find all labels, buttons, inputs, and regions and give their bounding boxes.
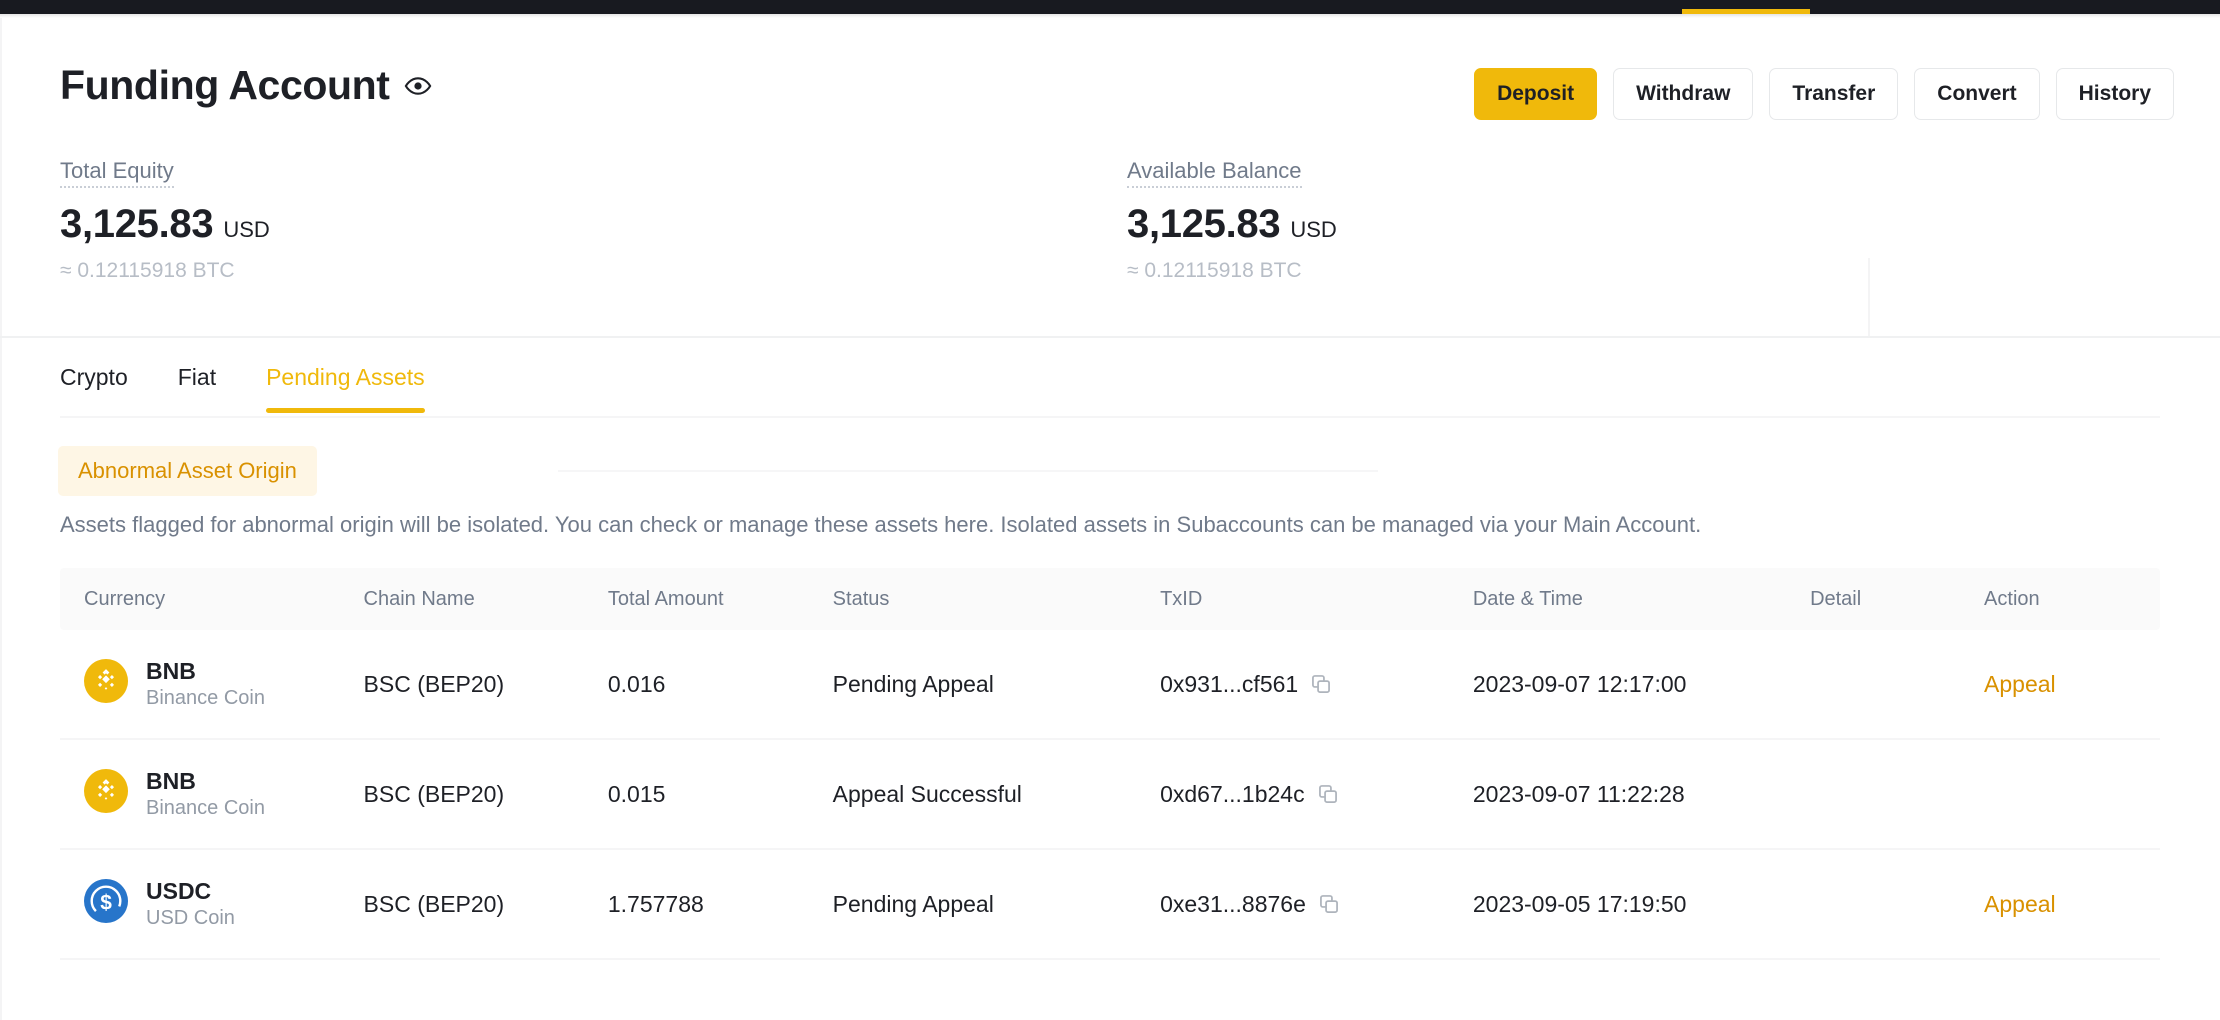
column-header-status: Status — [832, 587, 890, 610]
column-header-total-amount: Total Amount — [607, 587, 724, 610]
coin-name: Binance Coin — [146, 797, 265, 820]
coin-symbol: BNB — [146, 657, 196, 684]
cell-status: Appeal Successful — [832, 780, 1022, 807]
account-action-buttons: Deposit Withdraw Transfer Convert Histor… — [1474, 68, 2174, 120]
navbar-shadow — [0, 14, 2220, 18]
available-balance-amount: 3,125.83 — [1127, 202, 1281, 246]
header-bottom-divider — [0, 336, 2220, 338]
page-title: Funding Account — [60, 62, 390, 108]
account-header: Funding Account Deposit Withdraw Transfe… — [0, 18, 2220, 338]
txid-value: 0x931...cf561 — [1160, 670, 1299, 697]
coin-name: Binance Coin — [146, 687, 265, 710]
column-header-detail: Detail — [1810, 587, 1862, 610]
cell-status: Pending Appeal — [832, 890, 994, 917]
tab-crypto[interactable]: Crypto — [60, 364, 128, 390]
table-row: $ USDC USD Coin BSC (BEP20) 1.757788 Pen… — [60, 850, 2160, 960]
table-row: BNB Binance Coin BSC (BEP20) 0.015 Appea… — [60, 740, 2160, 850]
cell-action: Appeal — [1984, 891, 2160, 918]
tab-fiat[interactable]: Fiat — [177, 364, 217, 390]
coin-labels: USDC USD Coin — [146, 878, 235, 930]
coin-labels: BNB Binance Coin — [146, 768, 265, 820]
cell-date-time: 2023-09-07 12:17:00 — [1472, 670, 1687, 697]
top-navigation-bar — [0, 0, 2220, 14]
bnb-coin-icon — [84, 659, 128, 709]
svg-text:$: $ — [100, 891, 112, 914]
history-button[interactable]: History — [2055, 68, 2174, 120]
appeal-link[interactable]: Appeal — [1984, 670, 2056, 697]
withdraw-button[interactable]: Withdraw — [1613, 68, 1754, 120]
copy-icon[interactable] — [1310, 673, 1332, 695]
total-equity-value-row: 3,125.83 USD — [60, 202, 270, 247]
coin-name: USD Coin — [146, 907, 235, 930]
coin-symbol: USDC — [146, 877, 212, 904]
cell-status: Pending Appeal — [832, 670, 994, 697]
txid-value: 0xe31...8876e — [1160, 890, 1306, 917]
cell-txid: 0xd67...1b24c — [1160, 781, 1473, 808]
tab-pending-assets[interactable]: Pending Assets — [266, 352, 425, 413]
abnormal-asset-origin-chip[interactable]: Abnormal Asset Origin — [58, 446, 317, 496]
asset-tabs: Crypto Fiat Pending Assets — [60, 352, 475, 413]
column-header-action: Action — [1984, 587, 2040, 610]
left-edge-divider — [0, 18, 2, 1020]
copy-icon[interactable] — [1318, 893, 1340, 915]
txid-value: 0xd67...1b24c — [1160, 780, 1305, 807]
copy-icon[interactable] — [1317, 783, 1339, 805]
cell-total-amount: 0.015 — [607, 780, 666, 807]
available-balance-value-row: 3,125.83 USD — [1127, 202, 1337, 247]
column-header-currency: Currency — [84, 587, 166, 610]
available-balance-btc-approx: ≈ 0.12115918 BTC — [1127, 259, 1302, 282]
cell-total-amount: 0.016 — [607, 670, 666, 697]
pending-assets-table: Currency Chain Name Total Amount Status … — [60, 568, 2160, 960]
usdc-coin-icon: $ — [84, 879, 128, 929]
transfer-button[interactable]: Transfer — [1769, 68, 1899, 120]
total-equity-btc-approx: ≈ 0.12115918 BTC — [60, 259, 235, 282]
appeal-link[interactable]: Appeal — [1984, 890, 2056, 917]
available-balance-unit: USD — [1290, 217, 1337, 242]
available-balance-label[interactable]: Available Balance — [1127, 158, 1302, 188]
total-equity-label[interactable]: Total Equity — [60, 158, 174, 188]
total-equity-amount: 3,125.83 — [60, 202, 214, 246]
cell-chain-name: BSC (BEP20) — [363, 890, 505, 917]
pending-assets-description: Assets flagged for abnormal origin will … — [60, 512, 1702, 537]
cell-chain-name: BSC (BEP20) — [363, 670, 505, 697]
available-balance-block: Available Balance 3,125.83 USD ≈ 0.12115… — [1127, 158, 1337, 283]
cell-date-time: 2023-09-07 11:22:28 — [1472, 780, 1685, 807]
cell-txid: 0xe31...8876e — [1160, 891, 1473, 918]
coin-symbol: BNB — [146, 767, 196, 794]
total-equity-unit: USD — [223, 217, 270, 242]
header-vertical-divider — [1868, 258, 1870, 336]
balance-summary: Total Equity 3,125.83 USD ≈ 0.12115918 B… — [0, 158, 2220, 288]
table-header-row: Currency Chain Name Total Amount Status … — [60, 568, 2160, 630]
total-equity-block: Total Equity 3,125.83 USD ≈ 0.12115918 B… — [60, 158, 270, 283]
cell-currency: BNB Binance Coin — [60, 768, 364, 820]
column-header-chain-name: Chain Name — [363, 587, 475, 610]
column-header-date-time: Date & Time — [1472, 587, 1583, 610]
tabs-underline-rule — [60, 416, 2160, 418]
chip-side-rule — [558, 470, 1378, 472]
table-row: BNB Binance Coin BSC (BEP20) 0.016 Pendi… — [60, 630, 2160, 740]
convert-button[interactable]: Convert — [1914, 68, 2040, 120]
cell-total-amount: 1.757788 — [607, 890, 704, 917]
funding-account-page: Funding Account Deposit Withdraw Transfe… — [0, 18, 2220, 1020]
cell-currency: BNB Binance Coin — [60, 658, 364, 710]
bnb-coin-icon — [84, 769, 128, 819]
page-title-row: Funding Account — [60, 62, 432, 109]
cell-currency: $ USDC USD Coin — [60, 878, 364, 930]
nav-active-indicator — [1682, 9, 1810, 14]
cell-chain-name: BSC (BEP20) — [363, 780, 505, 807]
deposit-button[interactable]: Deposit — [1474, 68, 1598, 120]
coin-labels: BNB Binance Coin — [146, 658, 265, 710]
column-header-txid: TxID — [1160, 587, 1203, 610]
cell-txid: 0x931...cf561 — [1160, 671, 1473, 698]
cell-action: Appeal — [1984, 671, 2160, 698]
eye-icon[interactable] — [404, 72, 432, 100]
table-body: BNB Binance Coin BSC (BEP20) 0.016 Pendi… — [60, 630, 2160, 960]
cell-date-time: 2023-09-05 17:19:50 — [1472, 890, 1687, 917]
